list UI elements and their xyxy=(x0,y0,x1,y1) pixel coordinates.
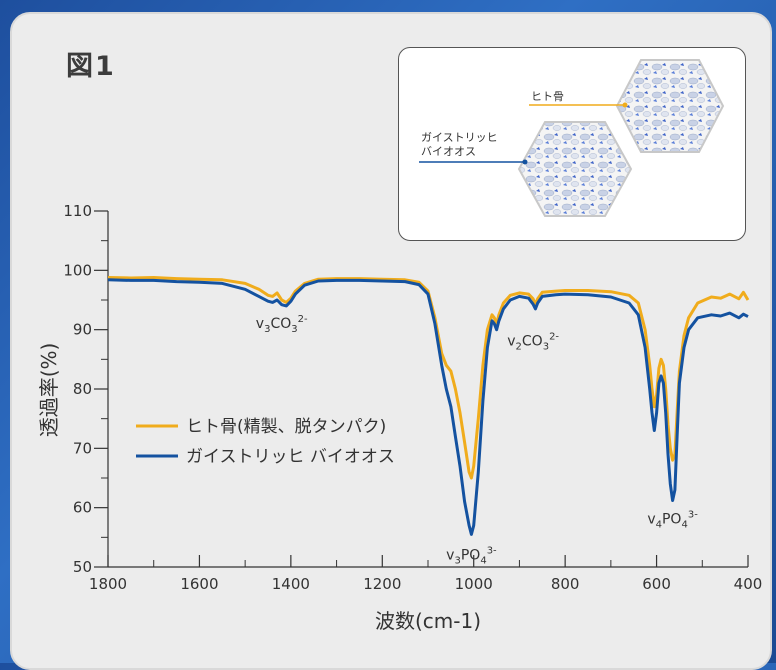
y-tick-label: 100 xyxy=(63,261,92,279)
y-tick-label: 50 xyxy=(73,558,92,576)
legend-label-bio-oss: ガイストリッヒ バイオオス xyxy=(186,447,395,467)
x-tick-label: 1400 xyxy=(272,575,310,593)
y-axis-title: 透過率(%) xyxy=(37,343,61,438)
y-tick-label: 90 xyxy=(73,321,92,339)
series-layer xyxy=(107,276,750,536)
y-tick-label: 110 xyxy=(63,202,92,220)
peak-label: v3PO43- xyxy=(446,545,497,566)
bio-oss-hexagon xyxy=(517,121,633,217)
figure-title: 図1 xyxy=(66,51,116,82)
legend: ヒト骨(精製、脱タンパク) ガイストリッヒ バイオオス xyxy=(136,417,395,467)
x-tick-label: 800 xyxy=(551,575,580,593)
axes: 50 60 70 80 90 100 110 1800 1600 1400 1200 1000 800 6… xyxy=(63,202,762,593)
x-axis-title: 波数(cm-1) xyxy=(375,609,481,633)
x-tick-label: 1800 xyxy=(89,575,127,593)
inset-label-bio-oss-line1: ガイストリッヒ xyxy=(421,131,498,144)
x-tick-label: 400 xyxy=(734,575,763,593)
inset-label-bio-oss-line2: バイオオス xyxy=(421,145,476,158)
inset-panel: ヒト骨 ガイストリッヒ バイオオス xyxy=(398,47,746,241)
series-line-human-bone xyxy=(107,276,750,480)
legend-label-human-bone: ヒト骨(精製、脱タンパク) xyxy=(186,417,386,437)
peak-label: v4PO43- xyxy=(647,510,698,531)
x-tick-label: 1000 xyxy=(455,575,493,593)
x-tick-label: 600 xyxy=(642,575,671,593)
series-line-bio-oss xyxy=(107,278,749,536)
x-tick-label: 1600 xyxy=(180,575,218,593)
y-tick-label: 70 xyxy=(73,439,92,457)
y-tick-label: 60 xyxy=(73,499,92,517)
y-tick-label: 80 xyxy=(73,380,92,398)
inset-label-human-bone: ヒト骨 xyxy=(531,90,564,103)
peak-label: v2CO32- xyxy=(507,332,559,353)
inset-illustration: ヒト骨 ガイストリッヒ バイオオス xyxy=(419,59,725,217)
annotation-layer: v3CO32- v2CO32- v3PO43- v4PO43- xyxy=(256,314,698,566)
human-bone-hexagon xyxy=(615,59,725,153)
peak-label: v3CO32- xyxy=(256,314,308,335)
x-tick-label: 1200 xyxy=(363,575,401,593)
